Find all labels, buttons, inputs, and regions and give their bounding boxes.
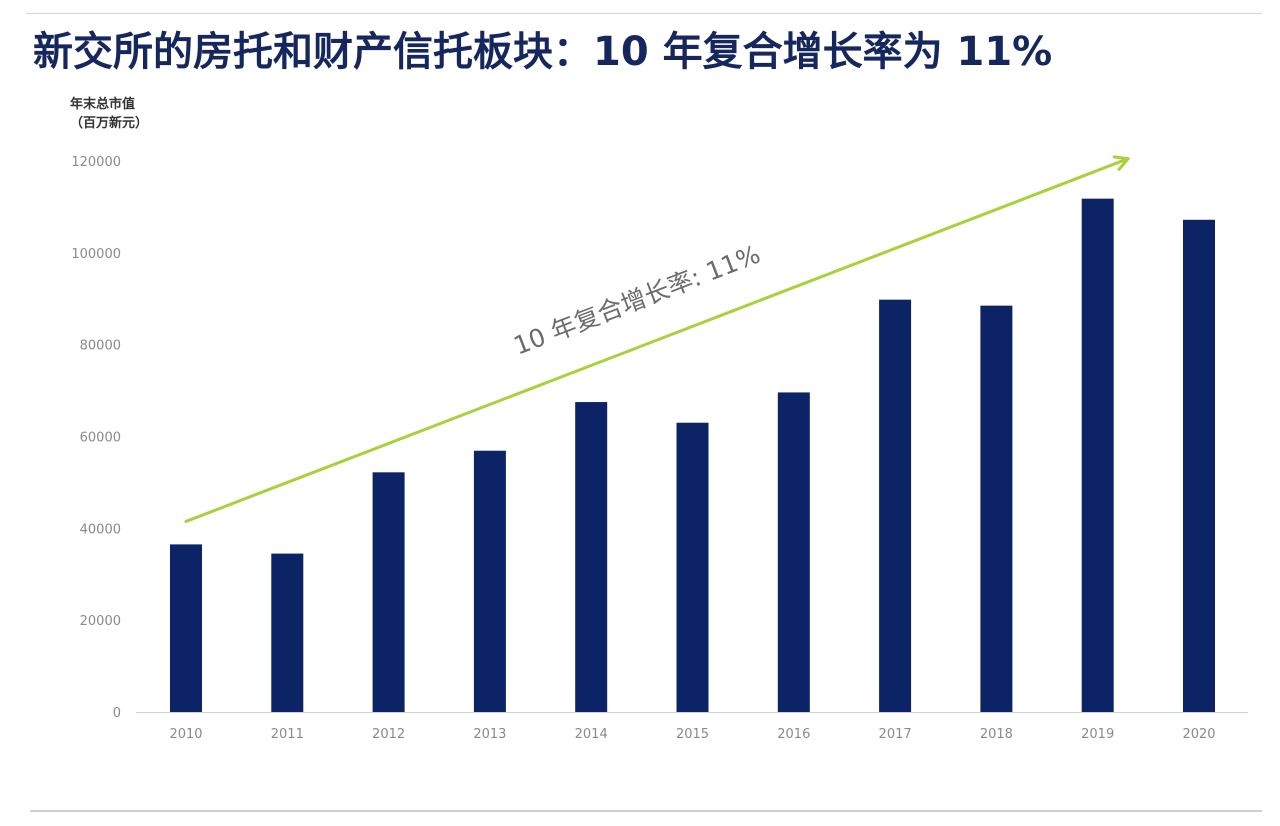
trend-arrow-head [1112, 155, 1130, 171]
y-axis-title-line-2: （百万新元） [70, 116, 149, 131]
bar-2020 [1183, 219, 1215, 713]
bar-2011 [271, 553, 304, 712]
y-axis-title: 年末总市值 （百万新元） [70, 95, 148, 133]
x-tick-label: 2020 [1182, 727, 1215, 742]
bar-2010 [170, 544, 202, 712]
bar-2016 [777, 392, 810, 712]
y-tick-label: 100000 [71, 247, 121, 262]
x-tick-label: 2012 [372, 727, 405, 742]
bar-2015 [676, 422, 709, 712]
x-tick-label: 2016 [777, 727, 810, 742]
bar-2013 [473, 450, 506, 712]
bar-2017 [879, 299, 912, 712]
bar-2019 [1081, 198, 1114, 712]
x-tick-label: 2015 [676, 727, 709, 742]
y-tick-label: 80000 [80, 339, 121, 354]
y-axis-title-line-1: 年末总市值 [70, 97, 136, 112]
y-tick-label: 0 [113, 706, 121, 721]
y-tick-label: 60000 [80, 431, 121, 446]
y-tick-label: 20000 [80, 614, 121, 629]
trend-arrow-line [184, 157, 1130, 523]
cagr-annotation: 10 年复合增长率: 11% [510, 240, 765, 361]
x-tick-label: 2019 [1081, 727, 1114, 742]
bar-2014 [575, 402, 608, 712]
bar-2018 [980, 305, 1013, 712]
x-tick-label: 2011 [271, 727, 304, 742]
x-tick-label: 2014 [575, 727, 608, 742]
page-title: 新交所的房托和财产信托板块：10 年复合增长率为 11% [33, 29, 1053, 75]
bar-2012 [372, 472, 405, 712]
x-tick-label: 2017 [879, 727, 912, 742]
x-tick-label: 2010 [169, 727, 202, 742]
x-tick-label: 2013 [473, 727, 506, 742]
y-tick-label: 120000 [71, 155, 121, 170]
y-tick-label: 40000 [80, 522, 121, 537]
x-tick-label: 2018 [980, 727, 1013, 742]
bottom-divider [30, 810, 1262, 812]
top-divider [26, 13, 1262, 14]
